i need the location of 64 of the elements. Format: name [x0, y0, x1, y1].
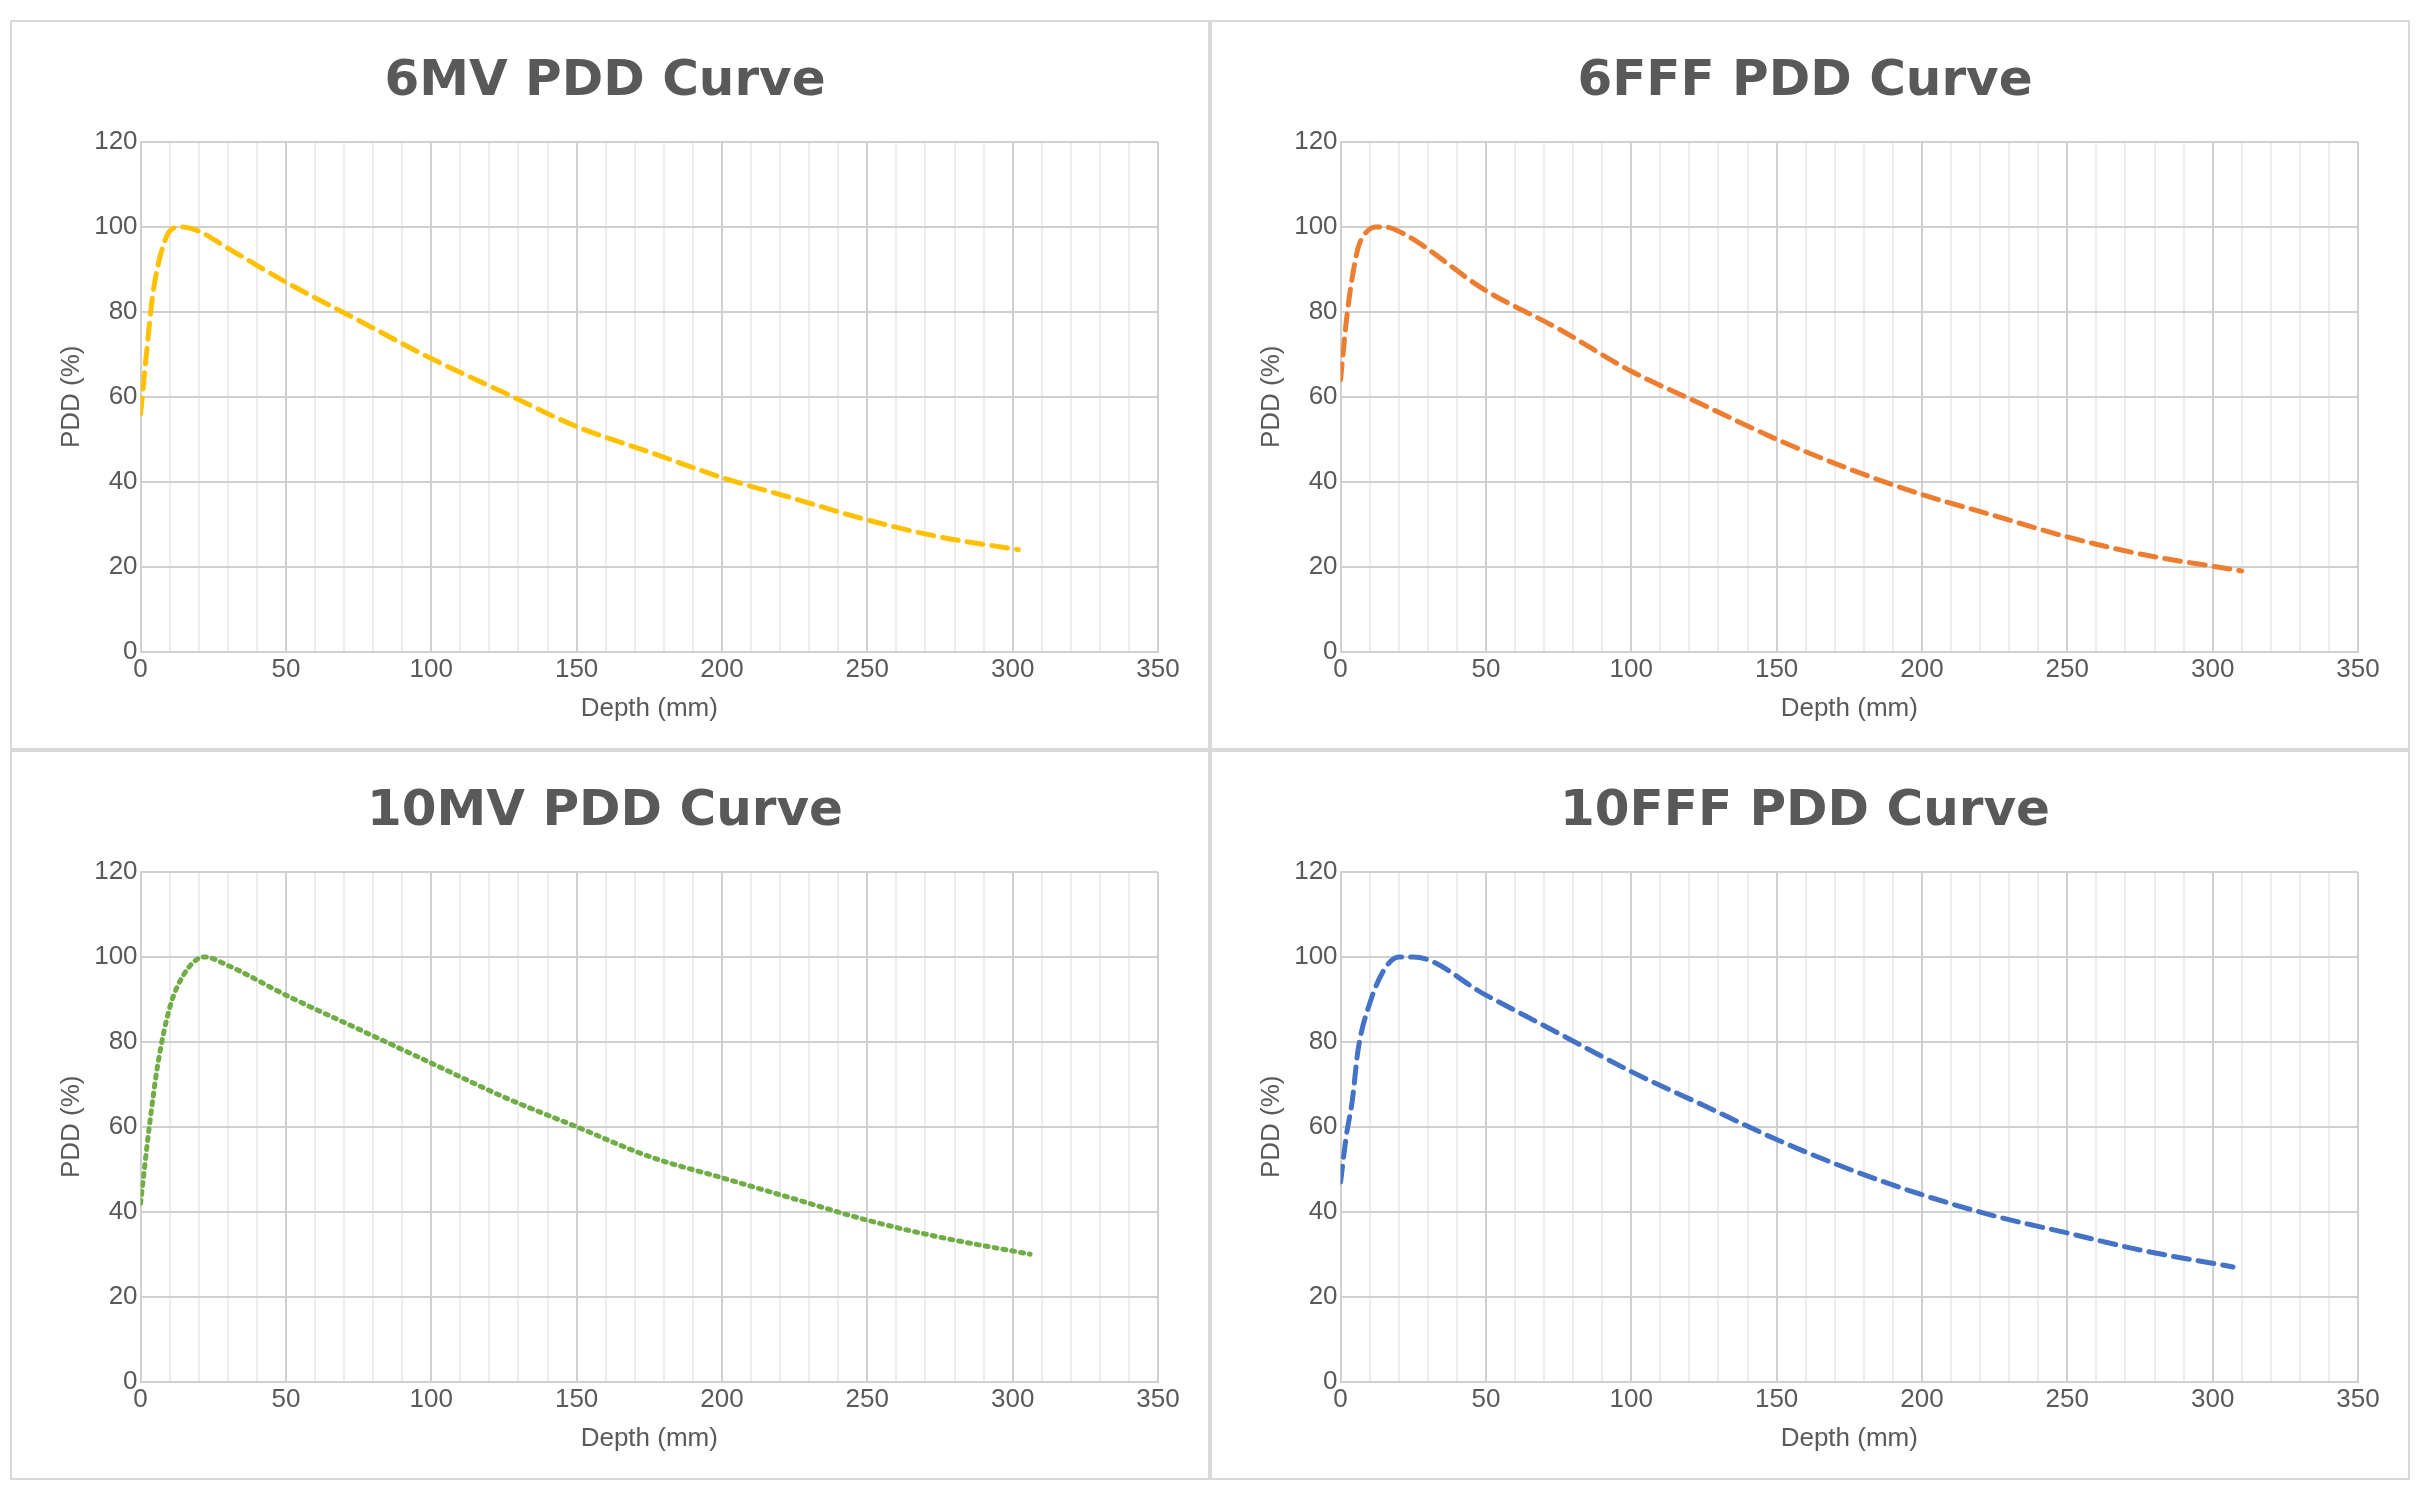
x-tick-label: 50: [1471, 653, 1501, 684]
x-tick-label: 300: [2190, 653, 2235, 684]
x-tick-label: 300: [2190, 1383, 2235, 1414]
x-tick-label: 250: [2045, 653, 2089, 684]
x-tick-label: 100: [409, 1383, 453, 1414]
y-tick-label: 20: [1308, 1279, 1338, 1310]
x-tick-label: 100: [409, 653, 453, 684]
y-tick-label: 40: [1308, 464, 1338, 495]
x-tick-label: 100: [1609, 1383, 1653, 1414]
chart-title: 10MV PDD Curve: [367, 778, 843, 837]
y-tick-label: 120: [94, 125, 138, 156]
x-tick-label: 250: [845, 653, 889, 684]
x-tick-label: 250: [2045, 1383, 2089, 1414]
x-axis-title: Depth (mm): [580, 1421, 718, 1452]
y-tick-label: 80: [108, 295, 138, 326]
x-tick-label: 350: [1136, 1383, 1180, 1414]
x-tick-label: 50: [1471, 1383, 1501, 1414]
y-tick-label: 40: [108, 464, 138, 495]
y-tick-label: 120: [1294, 855, 1338, 886]
y-tick-label: 20: [1308, 549, 1338, 580]
y-tick-label: 80: [108, 1025, 138, 1056]
chart-title: 6FFF PDD Curve: [1577, 48, 2033, 107]
y-axis-title: PDD (%): [54, 1075, 85, 1179]
x-tick-label: 350: [1136, 653, 1180, 684]
x-tick-label: 150: [1754, 653, 1799, 684]
y-tick-label: 80: [1308, 1025, 1338, 1056]
x-axis-title: Depth (mm): [1780, 691, 1918, 722]
y-tick-label: 60: [1308, 1109, 1338, 1140]
x-tick-label: 250: [845, 1383, 889, 1414]
y-tick-label: 40: [1308, 1194, 1338, 1225]
x-axis-title: Depth (mm): [580, 691, 718, 722]
x-tick-label: 150: [554, 653, 599, 684]
y-axis-title: PDD (%): [1254, 345, 1285, 449]
y-tick-label: 20: [108, 549, 138, 580]
y-tick-label: 100: [94, 940, 138, 971]
y-tick-label: 20: [108, 1279, 138, 1310]
x-tick-label: 350: [2336, 653, 2380, 684]
y-tick-label: 60: [1308, 379, 1338, 410]
x-tick-label: 200: [700, 1383, 744, 1414]
y-tick-label: 100: [94, 210, 138, 241]
x-tick-label: 100: [1609, 653, 1653, 684]
y-tick-label: 100: [1294, 210, 1338, 241]
x-tick-label: 50: [271, 1383, 301, 1414]
y-tick-label: 100: [1294, 940, 1338, 971]
y-tick-label: 60: [108, 1109, 138, 1140]
y-axis-title: PDD (%): [1254, 1075, 1285, 1179]
x-tick-label: 350: [2336, 1383, 2380, 1414]
x-tick-label: 300: [990, 653, 1035, 684]
chart-title: 10FFF PDD Curve: [1560, 778, 2050, 837]
y-tick-label: 120: [1294, 125, 1338, 156]
x-tick-label: 300: [990, 1383, 1035, 1414]
x-tick-label: 200: [1900, 653, 1944, 684]
chart-title: 6MV PDD Curve: [384, 48, 826, 107]
y-tick-label: 40: [108, 1194, 138, 1225]
y-tick-label: 80: [1308, 295, 1338, 326]
x-tick-label: 200: [1900, 1383, 1944, 1414]
x-tick-label: 200: [700, 653, 744, 684]
y-tick-label: 120: [94, 855, 138, 886]
y-tick-label: 60: [108, 379, 138, 410]
x-tick-label: 50: [271, 653, 301, 684]
x-tick-label: 150: [554, 1383, 599, 1414]
x-tick-label: 150: [1754, 1383, 1799, 1414]
x-axis-title: Depth (mm): [1780, 1421, 1918, 1452]
y-axis-title: PDD (%): [54, 345, 85, 449]
